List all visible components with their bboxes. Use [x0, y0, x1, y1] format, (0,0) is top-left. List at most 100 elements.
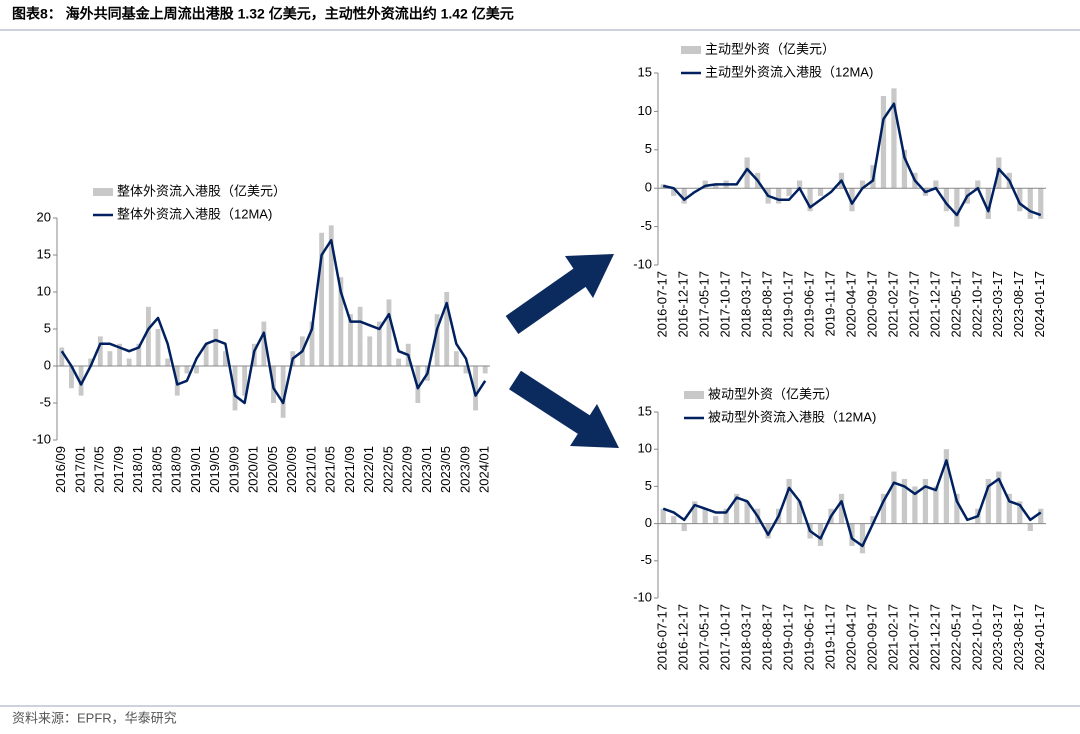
- bar: [891, 471, 897, 524]
- source-note: 资料来源：EPFR，华泰研究: [12, 710, 177, 725]
- bar: [328, 225, 334, 366]
- bar: [985, 188, 991, 219]
- bar: [975, 180, 981, 189]
- bar: [660, 508, 666, 524]
- x-tick-label: 2018/01: [130, 446, 145, 493]
- x-tick-label: 2022/01: [361, 446, 376, 493]
- bar: [146, 306, 151, 366]
- y-tick-label: 5: [44, 320, 51, 335]
- bar: [838, 493, 845, 524]
- bar: [107, 351, 113, 366]
- bar: [891, 88, 897, 189]
- x-tick-label: 2016-07-17: [655, 604, 670, 671]
- y-tick-label: 5: [645, 478, 652, 493]
- x-tick-label: 2021-07-17: [906, 271, 921, 338]
- arrows: [505, 254, 619, 448]
- bar: [859, 523, 866, 554]
- x-tick-label: 2023-08-17: [1011, 604, 1026, 671]
- x-tick-label: 2020-04-17: [843, 604, 858, 671]
- x-tick-label: 2017-05-17: [697, 271, 712, 338]
- legend-label: 被动型外资（亿美元）: [708, 386, 838, 401]
- bar: [357, 306, 363, 366]
- y-tick-label: -5: [39, 394, 51, 409]
- y-tick-label: 15: [638, 64, 652, 79]
- bar: [319, 232, 325, 366]
- bar: [222, 351, 228, 366]
- y-tick-label: -5: [640, 552, 652, 567]
- bar: [1017, 501, 1023, 524]
- bar: [880, 96, 887, 189]
- legend-swatch: [681, 46, 701, 54]
- arrow-up-head: [565, 254, 614, 298]
- bar: [713, 516, 719, 524]
- x-tick-label: 2019-01-17: [781, 271, 796, 338]
- bar: [775, 188, 782, 204]
- bar: [348, 314, 353, 366]
- x-tick-label: 2023/05: [438, 446, 453, 493]
- legend-label: 整体外资流入港股（亿美元）: [117, 183, 286, 198]
- arrow-up: [505, 266, 589, 335]
- x-tick-label: 2021/05: [323, 446, 338, 493]
- x-tick-label: 2017/09: [111, 446, 126, 493]
- y-tick-label: 0: [645, 180, 652, 195]
- bar: [136, 343, 142, 366]
- y-tick-label: 20: [37, 209, 51, 224]
- bar: [338, 277, 344, 366]
- bar: [744, 157, 750, 189]
- bar: [744, 501, 750, 524]
- x-tick-label: 2019/09: [226, 446, 241, 493]
- bar: [69, 366, 74, 389]
- x-tick-label: 2022/09: [400, 446, 415, 493]
- bar: [922, 478, 929, 524]
- bar: [309, 321, 315, 366]
- bar: [933, 486, 939, 524]
- y-tick-label: 10: [37, 283, 51, 298]
- bar: [996, 471, 1002, 524]
- x-tick-label: 2021-02-17: [885, 604, 900, 671]
- x-tick-label: 2019-11-17: [822, 604, 837, 670]
- bar: [1038, 508, 1044, 524]
- bar: [671, 188, 677, 196]
- y-tick-label: 10: [638, 103, 652, 118]
- x-tick-label: 2017-05-17: [697, 604, 712, 671]
- x-tick-label: 2021-02-17: [885, 271, 900, 338]
- x-tick-label: 2021-12-17: [927, 604, 942, 671]
- x-tick-label: 2019-01-17: [781, 604, 796, 671]
- x-tick-label: 2018/05: [149, 446, 164, 493]
- bar: [453, 351, 459, 366]
- bar: [933, 180, 939, 189]
- figure-title: 图表8： 海外共同基金上周流出港股 1.32 亿美元，主动性外资流出约 1.42…: [12, 6, 514, 22]
- bar: [901, 478, 908, 524]
- bar: [870, 516, 876, 524]
- x-tick-label: 2020-04-17: [843, 271, 858, 338]
- bar: [242, 366, 248, 396]
- x-tick-label: 2022-10-17: [969, 604, 984, 671]
- x-tick-label: 2020-09-17: [864, 271, 879, 338]
- legend-swatch: [93, 188, 113, 196]
- x-tick-label: 2018-08-17: [760, 604, 775, 671]
- bar: [97, 336, 103, 366]
- x-tick-label: 2022-10-17: [969, 271, 984, 338]
- bar: [213, 329, 219, 366]
- legend-swatch: [684, 391, 704, 399]
- bar: [117, 343, 122, 366]
- bar: [1027, 188, 1033, 219]
- arrow-down: [509, 370, 592, 436]
- y-tick-label: 0: [645, 515, 652, 530]
- bar: [807, 188, 813, 212]
- x-tick-label: 2017/05: [92, 446, 107, 493]
- bar: [376, 321, 382, 366]
- bar: [165, 358, 171, 366]
- bar: [1027, 523, 1033, 532]
- x-tick-label: 2023/09: [457, 446, 472, 493]
- bar: [1006, 493, 1012, 524]
- x-tick-label: 2017/01: [72, 446, 87, 493]
- bar: [203, 343, 209, 366]
- bar: [386, 299, 392, 366]
- x-tick-label: 2018-03-17: [739, 271, 754, 338]
- y-tick-label: 5: [645, 141, 652, 156]
- bar: [463, 366, 469, 374]
- x-tick-label: 2021-12-17: [927, 271, 942, 338]
- bar: [817, 523, 824, 546]
